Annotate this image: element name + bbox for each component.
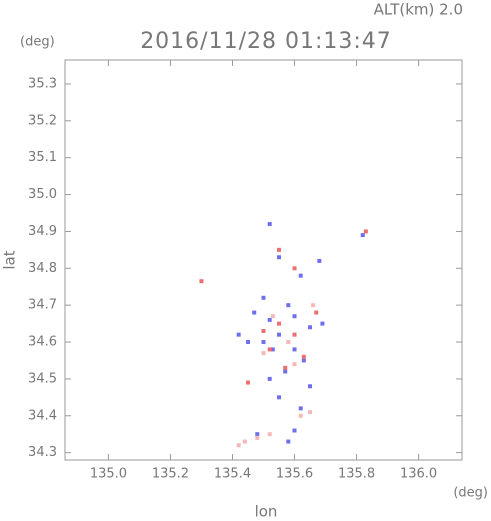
y-tick-label: 34.7 <box>28 298 57 313</box>
radar-echo <box>255 435 260 440</box>
radar-echo <box>298 406 303 411</box>
radar-echo <box>267 317 272 322</box>
radar-echo <box>286 439 291 444</box>
radar-echo <box>308 384 313 389</box>
radar-echo <box>270 314 275 319</box>
radar-echo <box>245 340 250 345</box>
radar-echo <box>360 233 365 238</box>
radar-echo <box>292 266 297 271</box>
radar-echo <box>308 410 313 415</box>
y-tick-label: 35.3 <box>28 76 57 91</box>
radar-echo <box>261 351 266 356</box>
y-tick-label: 34.5 <box>28 371 57 386</box>
radar-echo <box>277 332 282 337</box>
y-tick-label: 34.6 <box>28 335 57 350</box>
radar-echo <box>298 273 303 278</box>
y-tick-label: 34.4 <box>28 408 57 423</box>
y-tick-label: 35.2 <box>28 113 57 128</box>
radar-echo <box>292 362 297 367</box>
radar-echo <box>308 325 313 330</box>
x-tick-label: 135.4 <box>214 467 251 482</box>
radar-echo <box>252 310 257 315</box>
y-tick-label: 34.3 <box>28 445 57 460</box>
radar-echo <box>261 295 266 300</box>
radar-echo <box>277 255 282 260</box>
radar-echo <box>236 332 241 337</box>
radar-echo <box>301 354 306 359</box>
altitude-label: ALT(km) 2.0 <box>374 1 463 19</box>
radar-echo <box>236 443 241 448</box>
radar-echo <box>301 358 306 363</box>
radar-echo <box>277 395 282 400</box>
y-tick-label: 35.1 <box>28 150 57 165</box>
y-tick-label: 35.0 <box>28 187 57 202</box>
x-tick-label: 135.0 <box>90 467 127 482</box>
radar-echo <box>199 279 204 284</box>
y-unit: (deg) <box>20 35 55 50</box>
radar-echo <box>363 229 368 234</box>
radar-echo <box>277 247 282 252</box>
radar-echo <box>292 428 297 433</box>
chart-title: 2016/11/28 01:13:47 <box>140 29 392 54</box>
x-tick-label: 135.2 <box>152 467 189 482</box>
radar-echo <box>255 432 260 437</box>
radar-echo <box>242 439 247 444</box>
radar-echo <box>292 347 297 352</box>
radar-echo <box>298 413 303 418</box>
radar-echo <box>286 340 291 345</box>
radar-echo <box>317 258 322 263</box>
radar-echo <box>314 310 319 315</box>
x-tick-label: 136.0 <box>400 467 437 482</box>
radar-echo <box>267 376 272 381</box>
radar-echo <box>267 222 272 227</box>
radar-echo <box>267 347 272 352</box>
plot-frame <box>64 59 463 461</box>
radar-echo <box>283 365 288 370</box>
radar-echo <box>261 328 266 333</box>
radar-echo <box>320 321 325 326</box>
x-axis-label: lon <box>255 503 278 521</box>
y-tick-label: 34.9 <box>28 224 57 239</box>
x-tick-label: 135.8 <box>338 467 375 482</box>
radar-echo <box>292 314 297 319</box>
y-axis-label: lat <box>1 250 19 269</box>
radar-echo <box>311 303 316 308</box>
radar-echo <box>267 432 272 437</box>
radar-echo <box>292 332 297 337</box>
x-unit: (deg) <box>453 486 488 501</box>
radar-echo <box>270 347 275 352</box>
radar-echo <box>283 369 288 374</box>
x-tick-label: 135.6 <box>276 467 313 482</box>
radar-echo <box>245 380 250 385</box>
radar-echo <box>277 321 282 326</box>
radar-echo <box>286 303 291 308</box>
y-tick-label: 34.8 <box>28 261 57 276</box>
radar-echo <box>261 340 266 345</box>
